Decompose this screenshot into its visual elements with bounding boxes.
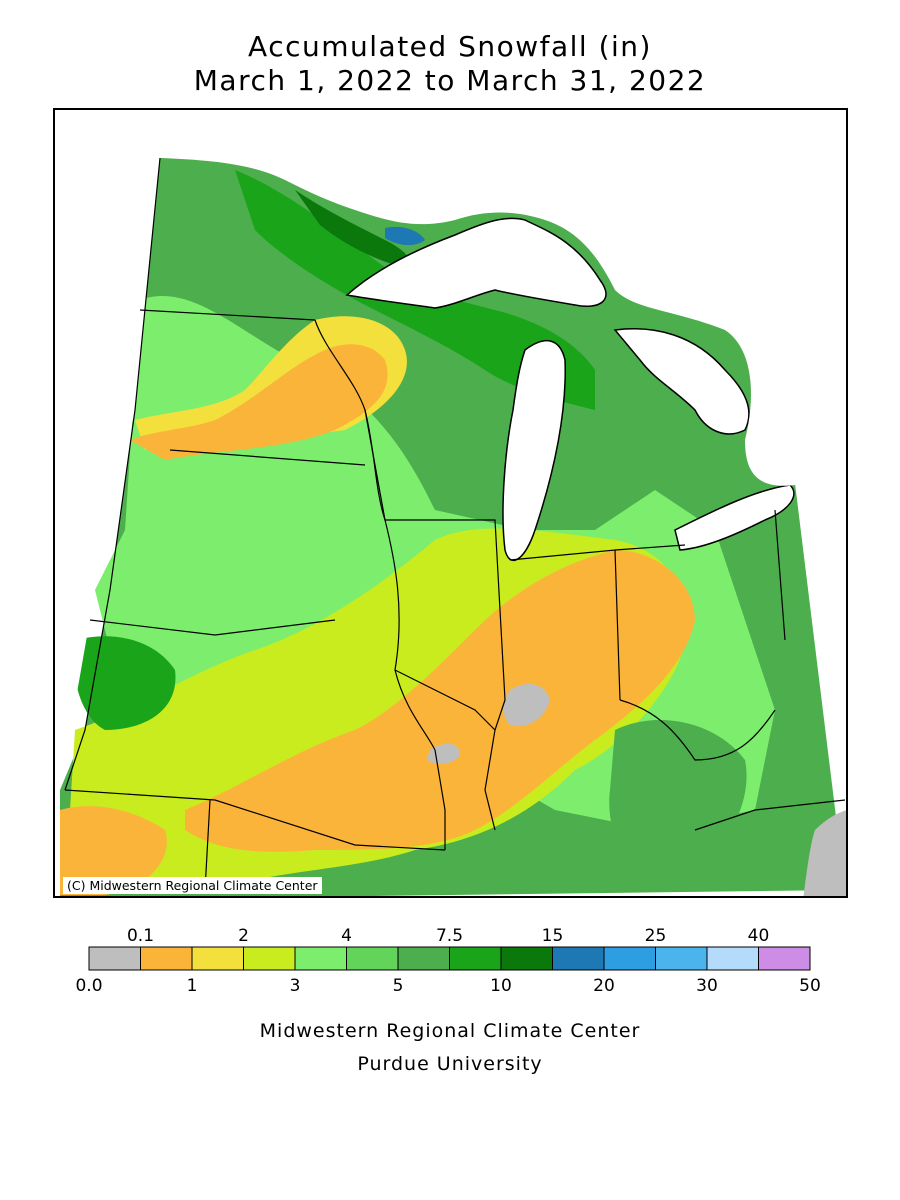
snow-zone-none-southeast [803, 810, 846, 896]
legend-swatch [88, 946, 141, 971]
map-title: Accumulated Snowfall (in) [248, 30, 652, 63]
legend-lower-label: 50 [799, 976, 821, 996]
legend-upper-label: 15 [542, 926, 564, 946]
legend-swatch [346, 946, 399, 971]
legend-upper-label: 40 [748, 926, 770, 946]
legend-upper-label: 25 [645, 926, 667, 946]
lake-superior [345, 217, 607, 309]
snowfall-map: (C) Midwestern Regional Climate Center [53, 108, 848, 898]
legend-lower-label: 0.0 [75, 976, 102, 996]
legend-swatch [552, 946, 605, 971]
legend-swatch [655, 946, 708, 971]
legend-swatch [758, 946, 811, 971]
canada-unplotted [55, 110, 846, 896]
legend-lower-label: 30 [696, 976, 718, 996]
legend-upper-label: 2 [238, 926, 249, 946]
legend-lower-label: 10 [490, 976, 512, 996]
lake-erie [674, 484, 795, 551]
footer-organization: Midwestern Regional Climate Center [259, 1020, 641, 1042]
snow-zone-5to7_5-missouri [75, 636, 176, 730]
snow-zone-5to7_5-kentucky [609, 720, 747, 880]
legend-upper-label: 0.1 [127, 926, 154, 946]
snow-zone-0_1to1-southwest [60, 806, 167, 895]
legend-swatch [191, 946, 244, 971]
map-subtitle-date-range: March 1, 2022 to March 31, 2022 [193, 64, 707, 97]
legend-swatch [449, 946, 502, 971]
footer-university: Purdue University [357, 1053, 543, 1075]
state-borders [64, 157, 846, 891]
snow-zone-0_1to1-south [185, 550, 695, 852]
snow-zone-none-illinois [427, 743, 460, 764]
snow-zone-10to15 [295, 190, 409, 268]
legend-lower-label: 3 [290, 976, 301, 996]
copyright-notice: (C) Midwestern Regional Climate Center [63, 877, 322, 894]
legend-lower-label: 1 [187, 976, 198, 996]
legend-upper-label: 4 [341, 926, 352, 946]
legend-swatch [397, 946, 450, 971]
legend-swatch [603, 946, 656, 971]
legend-swatch [500, 946, 553, 971]
snow-zone-15to20 [385, 226, 425, 246]
legend-swatch [243, 946, 296, 971]
legend-lower-label: 20 [593, 976, 615, 996]
legend-upper-label: 7.5 [436, 926, 463, 946]
snow-zone-none-indiana [503, 684, 550, 727]
lake-michigan [502, 340, 566, 562]
color-legend: 0.1 2 4 7.5 15 25 40 0.0 1 3 5 10 20 30 50 [75, 926, 821, 996]
legend-swatch [706, 946, 759, 971]
snow-zone-0_1to1-west-core [130, 344, 388, 460]
legend-swatch [294, 946, 347, 971]
legend-lower-label: 5 [393, 976, 404, 996]
legend-swatch [140, 946, 193, 971]
lake-huron [613, 328, 750, 435]
